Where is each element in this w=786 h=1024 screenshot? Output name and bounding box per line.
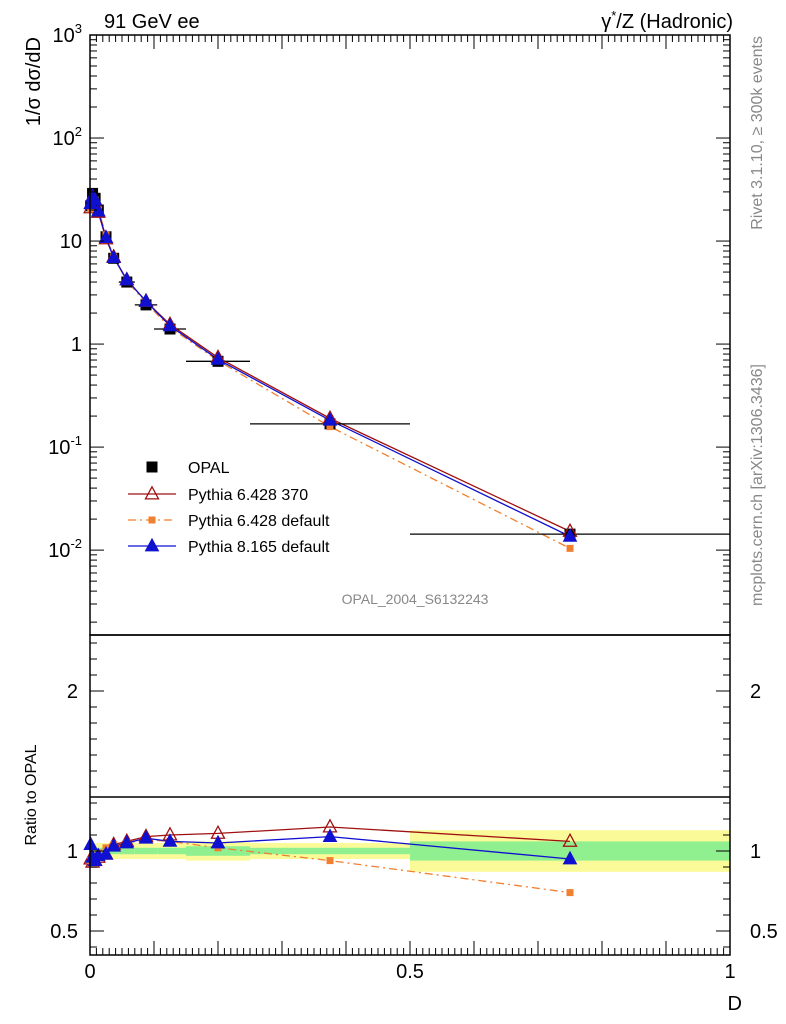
x-axis-label: D [728, 993, 742, 1015]
ratio-y-tick-labels: 0.5 0.5 1 1 2 2 [50, 681, 778, 943]
data-point [210, 351, 226, 365]
data-point [146, 461, 158, 473]
data-point [322, 412, 338, 426]
y-tick-label: 1 [71, 334, 82, 356]
x-tick-label: 0 [84, 961, 95, 983]
data-point [98, 229, 114, 243]
ratio-y-tick-label-left: 2 [67, 681, 78, 703]
data-point [144, 485, 160, 500]
ratio-stat-band [250, 847, 410, 855]
series-line [89, 194, 571, 549]
rivet-version-label: Rivet 3.1.10, ≥ 300k events [749, 36, 766, 230]
data-point [106, 249, 122, 264]
ratio-uncertainty-bands [90, 830, 730, 872]
data-point [138, 829, 154, 844]
data-point [326, 423, 334, 431]
main-y-axis-label: 1/σ dσ/dD [23, 37, 45, 126]
ratio-axis-ticks [89, 642, 731, 955]
data-point [162, 833, 178, 847]
x-tick-label: 0.5 [396, 961, 424, 983]
ratio-panel-frame [89, 634, 731, 956]
data-point [138, 293, 154, 307]
main-axis-ticks [89, 34, 731, 623]
data-point [119, 834, 135, 849]
series-line [89, 194, 571, 532]
y-tick-label: 103 [53, 21, 82, 47]
series-line [90, 195, 571, 537]
ratio-stat-band [157, 847, 186, 855]
data-point [326, 857, 334, 865]
y-tick-label: 10-1 [48, 433, 82, 459]
data-point [562, 528, 578, 542]
data-point [148, 516, 156, 524]
ratio-y-axis-label: Ratio to OPAL [23, 744, 40, 845]
ratio-y-tick-label-left: 1 [67, 841, 78, 863]
ratio-y-tick-label-right: 2 [750, 681, 761, 703]
legend-entry: OPAL [146, 460, 230, 477]
y-tick-label: 10 [60, 231, 82, 253]
header-left-title: 91 GeV ee [104, 11, 200, 33]
data-point [87, 191, 103, 206]
mcplots-reference-label: mcplots.cern.ch [arXiv:1306.3436] [749, 364, 766, 606]
ratio-y-tick-label-right: 1 [750, 841, 761, 863]
y-tick-label: 102 [53, 124, 82, 150]
x-tick-label: 1 [724, 961, 735, 983]
legend-label: Pythia 6.428 default [188, 513, 330, 530]
legend-entry: Pythia 8.165 default [128, 537, 330, 556]
ratio-series-layer [83, 818, 578, 897]
ratio-y-tick-label-left: 0.5 [50, 921, 78, 943]
x-tick-labels: 0 0.5 1 [84, 961, 735, 983]
y-tick-label: 10-2 [48, 536, 82, 562]
data-point [210, 834, 226, 849]
data-point [322, 828, 338, 842]
data-point [119, 271, 135, 286]
data-point [566, 544, 574, 552]
legend-label: OPAL [188, 460, 230, 477]
data-point [162, 317, 178, 332]
data-point [562, 832, 578, 847]
main-series-layer [83, 187, 730, 552]
legend-label: Pythia 6.428 370 [188, 487, 308, 504]
ratio-stat-band [118, 847, 135, 855]
ratio-stat-band [134, 847, 158, 855]
analysis-watermark: OPAL_2004_S6132243 [342, 591, 489, 607]
legend-label: Pythia 8.165 default [188, 539, 330, 556]
data-point [106, 837, 122, 852]
data-point [566, 889, 574, 897]
ratio-y-tick-label-right: 0.5 [750, 921, 778, 943]
data-point [562, 850, 578, 865]
main-y-tick-labels: 10-2 10-1 1 10 102 103 [48, 21, 82, 562]
header-right-title: γ*/Z (Hadronic) [601, 8, 733, 33]
data-point [144, 537, 160, 552]
legend-entry: Pythia 6.428 default [128, 513, 330, 530]
data-point [98, 845, 114, 860]
legend: OPAL Pythia 6.428 370 Pythia 6.428 default… [128, 460, 330, 556]
legend-entry: Pythia 6.428 370 [128, 485, 308, 504]
